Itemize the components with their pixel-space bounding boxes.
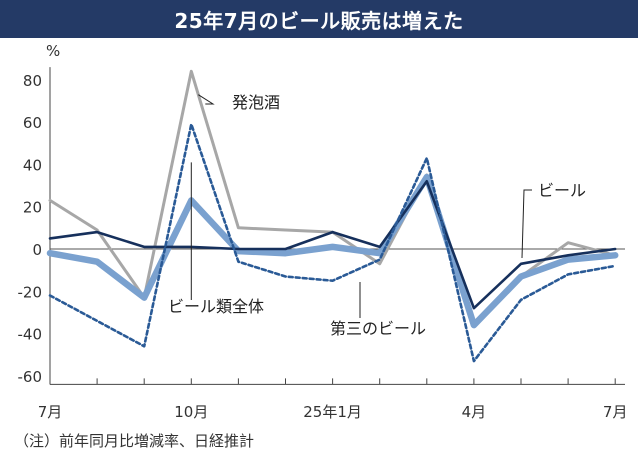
- series-label: ビール類全体: [168, 297, 264, 316]
- series-lines: [46, 69, 619, 363]
- x-tick-label: 25年1月: [303, 403, 362, 421]
- x-tick-label: 7月: [603, 403, 628, 421]
- x-tick-label: 4月: [462, 403, 487, 421]
- series-line-2: [48, 180, 617, 310]
- x-tick-label: 7月: [38, 403, 63, 421]
- axes: %80 60 40 20 0 -20 -40 -60 7月 10月 25年1月 4月 7月: [18, 42, 628, 421]
- y-tick-label: 40: [23, 156, 42, 174]
- chart-title: 25年7月のビール販売は増えた: [174, 8, 464, 33]
- series-line-0: [48, 69, 617, 325]
- y-tick-label: -60: [18, 368, 43, 386]
- y-tick-label: 20: [23, 199, 42, 217]
- series-label: 第三のビール: [330, 319, 426, 338]
- y-tick-label: -20: [18, 283, 43, 301]
- callout-leader: [198, 94, 215, 105]
- series-label: 発泡酒: [232, 93, 280, 112]
- y-tick-label: -40: [18, 326, 43, 344]
- callout-leader: [521, 189, 532, 259]
- series-line-1: [46, 173, 619, 329]
- series-line-3: [48, 122, 617, 363]
- y-unit-label: %: [46, 42, 60, 60]
- y-tick-label: 80: [23, 72, 42, 90]
- line-chart: %80 60 40 20 0 -20 -40 -60 7月 10月 25年1月 4月 7月 発泡酒ビール…: [18, 42, 628, 421]
- series-label: ビール: [538, 181, 586, 200]
- y-tick-label: 0: [32, 241, 42, 259]
- footnote: （注）前年同月比増減率、日経推計: [14, 432, 255, 450]
- y-tick-label: 60: [23, 114, 42, 132]
- x-tick-label: 10月: [174, 403, 208, 421]
- title-bar: 25年7月のビール販売は増えた: [0, 0, 638, 38]
